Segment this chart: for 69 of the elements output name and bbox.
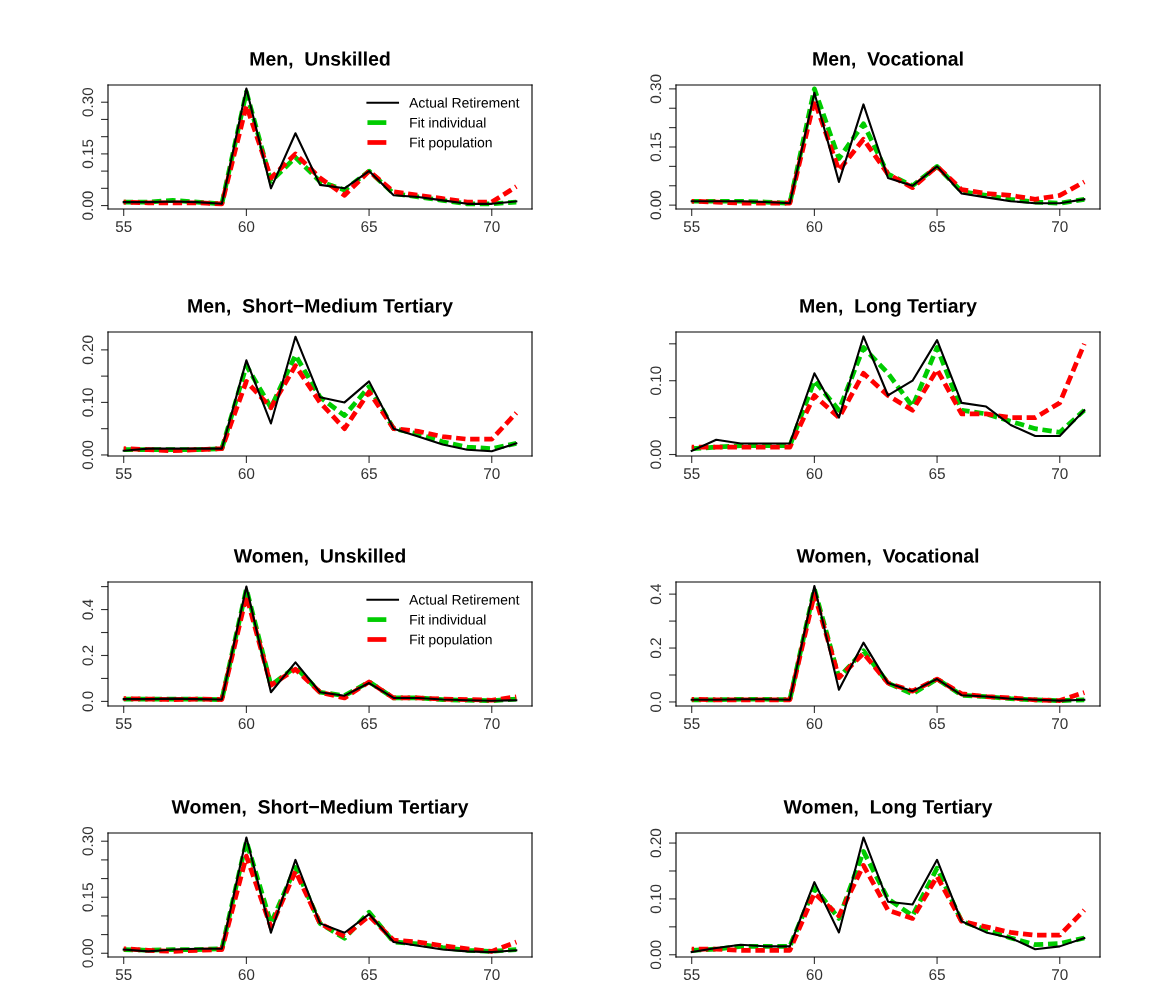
x-tick-label: 65 <box>929 221 945 233</box>
x-tick-label: 65 <box>361 969 377 981</box>
x-tick-label: 65 <box>929 969 945 981</box>
x-tick-label: 70 <box>484 468 500 480</box>
chart-title: Men, Vocational <box>813 51 963 69</box>
legend-label: Fit individual <box>410 614 486 625</box>
x-tick-label: 70 <box>484 221 500 233</box>
x-tick-label: 60 <box>806 221 823 233</box>
x-tick-label: 55 <box>115 718 132 730</box>
y-tick-label: 0.30 <box>82 87 94 117</box>
y-tick-label: 0.00 <box>82 191 94 220</box>
x-tick-label: 55 <box>683 718 700 730</box>
y-tick-label: 0.2 <box>650 638 662 659</box>
x-tick-label: 65 <box>929 468 945 480</box>
y-tick-label: 0.15 <box>82 883 94 912</box>
x-tick-label: 65 <box>361 468 377 480</box>
legend-label: Fit population <box>410 137 492 151</box>
chart-title: Women, Long Tertiary <box>783 799 993 818</box>
x-tick-label: 55 <box>683 221 700 233</box>
x-tick-label: 70 <box>1052 969 1068 981</box>
x-tick-label: 70 <box>1052 468 1068 480</box>
x-tick-label: 60 <box>238 468 255 480</box>
y-tick-label: 0.10 <box>82 388 94 417</box>
legend-label: Fit individual <box>410 117 486 128</box>
y-tick-label: 0.15 <box>82 139 94 169</box>
x-tick-label: 70 <box>484 969 500 981</box>
y-tick-label: 0.00 <box>650 940 662 970</box>
x-tick-label: 55 <box>115 468 132 480</box>
y-tick-label: 0.30 <box>650 74 662 104</box>
chart-title: Men, Unskilled <box>250 51 390 69</box>
legend-label: Actual Retirement <box>409 594 520 605</box>
y-tick-label: 0.20 <box>82 335 94 365</box>
y-tick-label: 0.30 <box>82 826 94 856</box>
y-tick-label: 0.4 <box>82 599 94 620</box>
y-tick-label: 0.0 <box>650 691 662 712</box>
y-tick-label: 0.0 <box>82 691 94 712</box>
x-tick-label: 60 <box>806 969 823 981</box>
legend-label: Fit population <box>410 634 492 648</box>
chart-title: Women, Short−Medium Tertiary <box>171 799 469 818</box>
y-tick-label: 0.00 <box>82 938 94 968</box>
y-tick-label: 0.4 <box>650 583 662 605</box>
x-tick-label: 60 <box>238 969 255 981</box>
x-tick-label: 65 <box>361 221 377 233</box>
x-tick-label: 55 <box>115 969 132 981</box>
y-tick-label: 0.10 <box>650 884 662 914</box>
x-tick-label: 70 <box>1052 221 1068 233</box>
chart-title: Men, Short−Medium Tertiary <box>188 298 453 317</box>
x-tick-label: 65 <box>929 718 945 730</box>
y-tick-label: 0.10 <box>650 366 662 395</box>
x-tick-label: 70 <box>1052 718 1068 730</box>
x-tick-label: 60 <box>806 468 823 480</box>
y-tick-label: 0.00 <box>82 440 94 470</box>
y-tick-label: 0.00 <box>650 190 662 220</box>
y-tick-label: 0.00 <box>650 440 662 469</box>
x-tick-label: 65 <box>361 718 377 730</box>
chart-title: Men, Long Tertiary <box>800 298 977 317</box>
x-tick-label: 60 <box>238 221 255 233</box>
x-tick-label: 55 <box>115 221 132 233</box>
x-tick-label: 60 <box>238 718 255 730</box>
x-tick-label: 55 <box>683 969 700 981</box>
y-tick-label: 0.15 <box>650 132 662 162</box>
chart-title: Women, Vocational <box>796 548 979 566</box>
x-tick-label: 70 <box>484 718 500 730</box>
x-tick-label: 60 <box>806 718 823 730</box>
x-tick-label: 55 <box>683 468 700 480</box>
legend-label: Actual Retirement <box>409 97 520 108</box>
chart-title: Women, Unskilled <box>233 548 405 566</box>
y-tick-label: 0.2 <box>82 645 94 666</box>
y-tick-label: 0.20 <box>650 828 662 858</box>
